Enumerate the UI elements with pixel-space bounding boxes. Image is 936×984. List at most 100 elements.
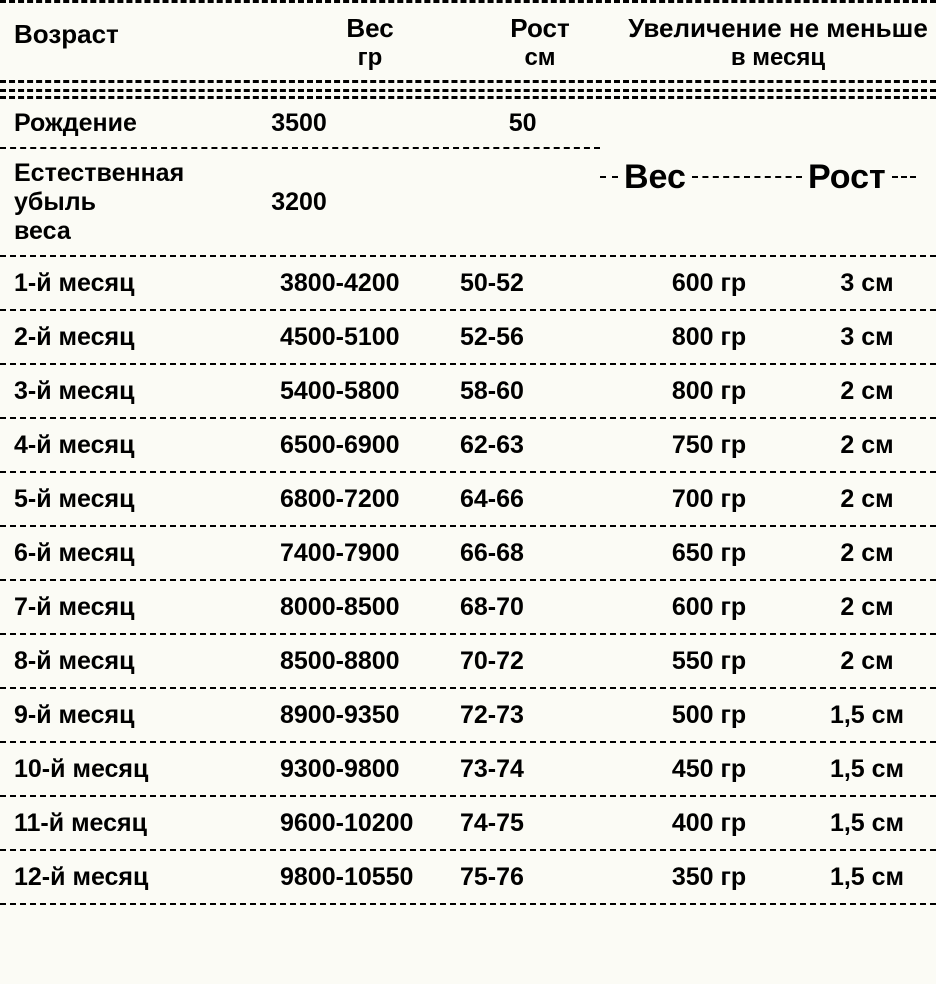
cell-height: 64-66	[460, 485, 620, 514]
cell-weight: 4500-5100	[280, 323, 460, 352]
cell-increase-height: 2 см	[798, 647, 936, 676]
cell-weight: 5400-5800	[280, 377, 460, 406]
cell-age: 9-й месяц	[0, 701, 280, 730]
cell-age: 5-й месяц	[0, 485, 280, 514]
cell-age: 2-й месяц	[0, 323, 280, 352]
table-row: 11-й месяц9600-1020074-75400 гр1,5 см	[0, 797, 936, 849]
cell-height: 68-70	[460, 593, 620, 622]
header-increase-l2: в месяц	[620, 44, 936, 72]
cell-increase-weight: 550 гр	[620, 647, 798, 676]
cell-increase-weight: 800 гр	[620, 377, 798, 406]
cell-weight: 7400-7900	[280, 539, 460, 568]
header-increase: Увеличение не меньше в месяц	[620, 13, 936, 72]
row-sep	[0, 903, 936, 905]
cell-increase-height: 2 см	[798, 431, 936, 460]
cell-increase-weight: 400 гр	[620, 809, 798, 838]
cell-increase-height: 1,5 см	[798, 755, 936, 784]
header-height-l1: Рост	[510, 13, 569, 43]
rows-container: 1-й месяц3800-420050-52600 гр3 см2-й мес…	[0, 257, 936, 905]
birth-label: Рождение	[0, 109, 271, 138]
cell-increase-height: 2 см	[798, 539, 936, 568]
table-row: 6-й месяц7400-790066-68650 гр2 см	[0, 527, 936, 579]
cell-increase-height: 3 см	[798, 323, 936, 352]
birth-loss-block: Рождение 3500 50 Естественная убыль веса…	[0, 99, 936, 255]
cell-height: 72-73	[460, 701, 620, 730]
subheader-weight: Вес	[618, 158, 692, 197]
birth-weight: 3500	[271, 109, 445, 138]
header-weight-l2: гр	[280, 44, 460, 72]
cell-weight: 8900-9350	[280, 701, 460, 730]
cell-increase-height: 1,5 см	[798, 701, 936, 730]
cell-height: 58-60	[460, 377, 620, 406]
loss-label: Естественная убыль веса	[0, 155, 271, 249]
table-header: Возраст Вес гр Рост см Увеличение не мен…	[0, 3, 936, 80]
growth-table: Возраст Вес гр Рост см Увеличение не мен…	[0, 0, 936, 905]
cell-increase-height: 1,5 см	[798, 863, 936, 892]
table-row: 3-й месяц5400-580058-60800 гр2 см	[0, 365, 936, 417]
cell-increase-weight: 600 гр	[620, 593, 798, 622]
cell-age: 6-й месяц	[0, 539, 280, 568]
cell-increase-height: 2 см	[798, 485, 936, 514]
cell-weight: 9800-10550	[280, 863, 460, 892]
header-sep-2a	[0, 89, 936, 92]
table-row: 8-й месяц8500-880070-72550 гр2 см	[0, 635, 936, 687]
cell-age: 12-й месяц	[0, 863, 280, 892]
table-row: 5-й месяц6800-720064-66700 гр2 см	[0, 473, 936, 525]
table-row: 9-й месяц8900-935072-73500 гр1,5 см	[0, 689, 936, 741]
cell-increase-weight: 450 гр	[620, 755, 798, 784]
birth-height: 50	[445, 109, 600, 138]
cell-weight: 6500-6900	[280, 431, 460, 460]
cell-increase-height: 3 см	[798, 269, 936, 298]
cell-age: 4-й месяц	[0, 431, 280, 460]
cell-height: 52-56	[460, 323, 620, 352]
cell-increase-weight: 700 гр	[620, 485, 798, 514]
cell-increase-height: 1,5 см	[798, 809, 936, 838]
header-weight-l1: Вес	[346, 13, 393, 43]
cell-increase-weight: 600 гр	[620, 269, 798, 298]
loss-label-l1: Естественная убыль	[14, 159, 184, 216]
cell-increase-height: 2 см	[798, 377, 936, 406]
cell-weight: 8000-8500	[280, 593, 460, 622]
cell-increase-weight: 650 гр	[620, 539, 798, 568]
loss-weight: 3200	[271, 188, 445, 217]
header-height-l2: см	[460, 44, 620, 72]
cell-weight: 3800-4200	[280, 269, 460, 298]
table-row: 2-й месяц4500-510052-56800 гр3 см	[0, 311, 936, 363]
cell-height: 70-72	[460, 647, 620, 676]
cell-height: 66-68	[460, 539, 620, 568]
cell-increase-weight: 500 гр	[620, 701, 798, 730]
header-age: Возраст	[0, 13, 280, 50]
cell-age: 8-й месяц	[0, 647, 280, 676]
cell-weight: 8500-8800	[280, 647, 460, 676]
cell-weight: 6800-7200	[280, 485, 460, 514]
birth-row: Рождение 3500 50	[0, 99, 600, 147]
cell-height: 62-63	[460, 431, 620, 460]
header-height: Рост см	[460, 13, 620, 72]
cell-weight: 9600-10200	[280, 809, 460, 838]
cell-height: 74-75	[460, 809, 620, 838]
cell-age: 3-й месяц	[0, 377, 280, 406]
header-weight: Вес гр	[280, 13, 460, 72]
header-increase-l1: Увеличение не меньше	[628, 13, 928, 43]
cell-age: 10-й месяц	[0, 755, 280, 784]
cell-increase-weight: 800 гр	[620, 323, 798, 352]
table-row: 10-й месяц9300-980073-74450 гр1,5 см	[0, 743, 936, 795]
cell-age: 11-й месяц	[0, 809, 280, 838]
loss-label-l2: веса	[14, 217, 71, 245]
increase-subheader: Вес Рост	[600, 99, 936, 255]
cell-increase-weight: 350 гр	[620, 863, 798, 892]
cell-weight: 9300-9800	[280, 755, 460, 784]
table-row: 1-й месяц3800-420050-52600 гр3 см	[0, 257, 936, 309]
cell-height: 50-52	[460, 269, 620, 298]
table-row: 4-й месяц6500-690062-63750 гр2 см	[0, 419, 936, 471]
cell-height: 75-76	[460, 863, 620, 892]
subheader-height: Рост	[802, 158, 892, 197]
table-row: 12-й месяц9800-1055075-76350 гр1,5 см	[0, 851, 936, 903]
cell-age: 7-й месяц	[0, 593, 280, 622]
loss-row: Естественная убыль веса 3200	[0, 149, 600, 255]
cell-height: 73-74	[460, 755, 620, 784]
table-row: 7-й месяц8000-850068-70600 гр2 см	[0, 581, 936, 633]
cell-increase-weight: 750 гр	[620, 431, 798, 460]
cell-age: 1-й месяц	[0, 269, 280, 298]
cell-increase-height: 2 см	[798, 593, 936, 622]
